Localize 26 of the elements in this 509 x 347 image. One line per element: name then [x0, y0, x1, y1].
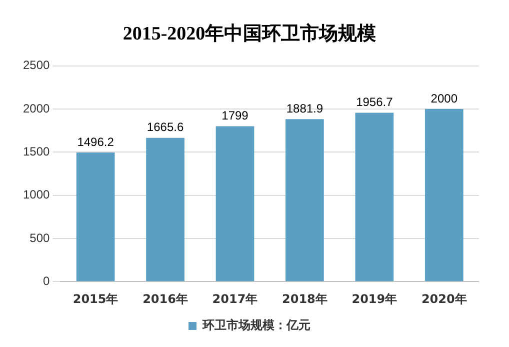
x-tick-label: 2017年 [212, 292, 258, 306]
data-label: 1665.6 [146, 120, 184, 134]
data-label: 1799 [222, 108, 249, 123]
x-tick-label: 2015年 [72, 292, 118, 306]
bar [146, 138, 184, 282]
x-tick-label: 2016年 [142, 292, 188, 306]
y-tick-label: 1000 [22, 188, 50, 202]
x-tick-label: 2019年 [352, 292, 398, 306]
x-tick-label: 2018年 [282, 292, 328, 306]
y-tick-label: 0 [43, 274, 50, 288]
bar [286, 119, 324, 282]
bar [424, 108, 464, 282]
y-tick-label: 500 [30, 230, 50, 245]
y-tick-label: 1500 [22, 144, 50, 158]
bar [216, 126, 254, 282]
legend-label: 环卫市场规模：亿元 [202, 318, 310, 332]
data-label: 1881.9 [286, 101, 324, 116]
y-tick-label: 2500 [22, 58, 50, 72]
data-label: 1496.2 [77, 134, 114, 149]
bar [76, 152, 115, 282]
x-tick-label: 2020年 [421, 292, 467, 306]
bar [355, 112, 394, 282]
y-tick-label: 2000 [22, 101, 50, 116]
data-label: 1956.7 [356, 95, 394, 110]
chart-title: 2015-2020年中国环卫市场规模 [122, 22, 376, 44]
data-label: 2000 [430, 91, 458, 106]
